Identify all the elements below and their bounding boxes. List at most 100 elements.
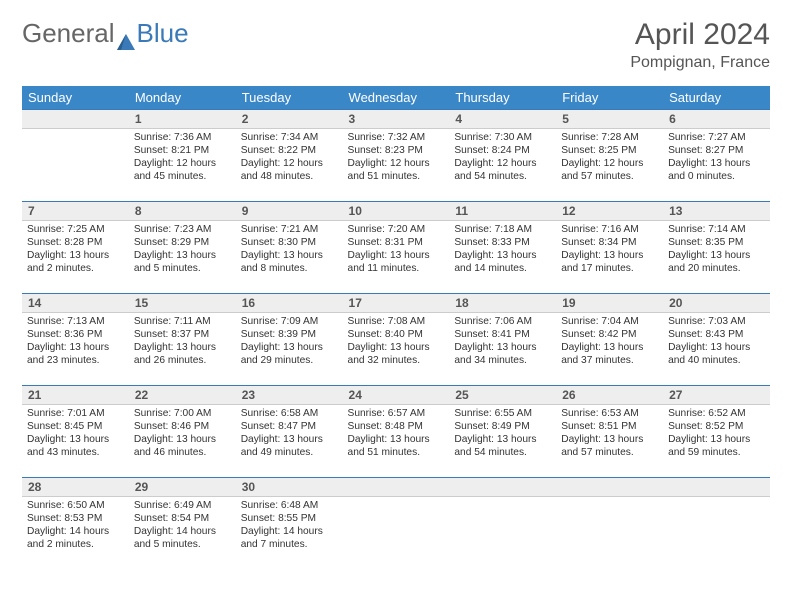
day-info: Sunrise: 6:58 AMSunset: 8:47 PMDaylight:…: [236, 405, 343, 459]
logo-text-2: Blue: [137, 18, 189, 49]
logo-text-1: General: [22, 18, 115, 49]
day-info: Sunrise: 6:49 AMSunset: 8:54 PMDaylight:…: [129, 497, 236, 551]
day-cell: 7Sunrise: 7:25 AMSunset: 8:28 PMDaylight…: [22, 201, 129, 293]
day-cell: 3Sunrise: 7:32 AMSunset: 8:23 PMDaylight…: [343, 109, 450, 201]
day-cell: 22Sunrise: 7:00 AMSunset: 8:46 PMDayligh…: [129, 385, 236, 477]
day-cell: 4Sunrise: 7:30 AMSunset: 8:24 PMDaylight…: [449, 109, 556, 201]
day-info: Sunrise: 7:06 AMSunset: 8:41 PMDaylight:…: [449, 313, 556, 367]
logo: General Blue: [22, 18, 189, 49]
day-info: Sunrise: 7:34 AMSunset: 8:22 PMDaylight:…: [236, 129, 343, 183]
day-info: Sunrise: 7:23 AMSunset: 8:29 PMDaylight:…: [129, 221, 236, 275]
day-number: 3: [343, 110, 450, 128]
day-cell: 25Sunrise: 6:55 AMSunset: 8:49 PMDayligh…: [449, 385, 556, 477]
day-info: Sunrise: 6:55 AMSunset: 8:49 PMDaylight:…: [449, 405, 556, 459]
day-info: Sunrise: 7:21 AMSunset: 8:30 PMDaylight:…: [236, 221, 343, 275]
day-number: 26: [556, 386, 663, 404]
day-number: 13: [663, 202, 770, 220]
day-number: [663, 478, 770, 496]
logo-icon: [117, 26, 135, 42]
day-cell: 15Sunrise: 7:11 AMSunset: 8:37 PMDayligh…: [129, 293, 236, 385]
day-number: 29: [129, 478, 236, 496]
day-header: Wednesday: [343, 86, 450, 109]
day-cell: 12Sunrise: 7:16 AMSunset: 8:34 PMDayligh…: [556, 201, 663, 293]
day-info: Sunrise: 6:53 AMSunset: 8:51 PMDaylight:…: [556, 405, 663, 459]
day-cell: 27Sunrise: 6:52 AMSunset: 8:52 PMDayligh…: [663, 385, 770, 477]
day-number: 20: [663, 294, 770, 312]
day-cell: 5Sunrise: 7:28 AMSunset: 8:25 PMDaylight…: [556, 109, 663, 201]
day-cell: 9Sunrise: 7:21 AMSunset: 8:30 PMDaylight…: [236, 201, 343, 293]
day-number: 15: [129, 294, 236, 312]
day-number: 12: [556, 202, 663, 220]
day-number: 25: [449, 386, 556, 404]
day-info: Sunrise: 7:30 AMSunset: 8:24 PMDaylight:…: [449, 129, 556, 183]
day-header: Monday: [129, 86, 236, 109]
day-info: Sunrise: 7:32 AMSunset: 8:23 PMDaylight:…: [343, 129, 450, 183]
day-info: Sunrise: 7:27 AMSunset: 8:27 PMDaylight:…: [663, 129, 770, 183]
day-cell: 30Sunrise: 6:48 AMSunset: 8:55 PMDayligh…: [236, 477, 343, 569]
day-number: 5: [556, 110, 663, 128]
day-info: Sunrise: 7:28 AMSunset: 8:25 PMDaylight:…: [556, 129, 663, 183]
day-info: Sunrise: 7:20 AMSunset: 8:31 PMDaylight:…: [343, 221, 450, 275]
day-cell: 13Sunrise: 7:14 AMSunset: 8:35 PMDayligh…: [663, 201, 770, 293]
day-number: [556, 478, 663, 496]
day-number: 16: [236, 294, 343, 312]
calendar: SundayMondayTuesdayWednesdayThursdayFrid…: [22, 86, 770, 569]
day-header: Tuesday: [236, 86, 343, 109]
day-number: 8: [129, 202, 236, 220]
day-number: 21: [22, 386, 129, 404]
day-info: Sunrise: 7:00 AMSunset: 8:46 PMDaylight:…: [129, 405, 236, 459]
day-number: 2: [236, 110, 343, 128]
week-row: 14Sunrise: 7:13 AMSunset: 8:36 PMDayligh…: [22, 293, 770, 385]
day-number: 30: [236, 478, 343, 496]
empty-cell: [449, 477, 556, 569]
day-number: 1: [129, 110, 236, 128]
day-cell: 23Sunrise: 6:58 AMSunset: 8:47 PMDayligh…: [236, 385, 343, 477]
day-cell: 11Sunrise: 7:18 AMSunset: 8:33 PMDayligh…: [449, 201, 556, 293]
day-number: [449, 478, 556, 496]
day-info: Sunrise: 6:48 AMSunset: 8:55 PMDaylight:…: [236, 497, 343, 551]
day-cell: 26Sunrise: 6:53 AMSunset: 8:51 PMDayligh…: [556, 385, 663, 477]
day-number: 9: [236, 202, 343, 220]
day-info: Sunrise: 7:03 AMSunset: 8:43 PMDaylight:…: [663, 313, 770, 367]
day-cell: 21Sunrise: 7:01 AMSunset: 8:45 PMDayligh…: [22, 385, 129, 477]
day-number: 7: [22, 202, 129, 220]
week-row: 21Sunrise: 7:01 AMSunset: 8:45 PMDayligh…: [22, 385, 770, 477]
day-cell: 8Sunrise: 7:23 AMSunset: 8:29 PMDaylight…: [129, 201, 236, 293]
day-header: Saturday: [663, 86, 770, 109]
day-info: Sunrise: 7:18 AMSunset: 8:33 PMDaylight:…: [449, 221, 556, 275]
day-number: 28: [22, 478, 129, 496]
day-cell: 24Sunrise: 6:57 AMSunset: 8:48 PMDayligh…: [343, 385, 450, 477]
day-info: Sunrise: 7:01 AMSunset: 8:45 PMDaylight:…: [22, 405, 129, 459]
day-cell: 18Sunrise: 7:06 AMSunset: 8:41 PMDayligh…: [449, 293, 556, 385]
day-cell: 14Sunrise: 7:13 AMSunset: 8:36 PMDayligh…: [22, 293, 129, 385]
day-header: Sunday: [22, 86, 129, 109]
day-cell: 10Sunrise: 7:20 AMSunset: 8:31 PMDayligh…: [343, 201, 450, 293]
day-number: [343, 478, 450, 496]
day-cell: 28Sunrise: 6:50 AMSunset: 8:53 PMDayligh…: [22, 477, 129, 569]
empty-cell: [22, 109, 129, 201]
empty-cell: [556, 477, 663, 569]
day-header-row: SundayMondayTuesdayWednesdayThursdayFrid…: [22, 86, 770, 109]
day-header: Thursday: [449, 86, 556, 109]
day-info: Sunrise: 7:04 AMSunset: 8:42 PMDaylight:…: [556, 313, 663, 367]
day-info: Sunrise: 7:14 AMSunset: 8:35 PMDaylight:…: [663, 221, 770, 275]
day-header: Friday: [556, 86, 663, 109]
week-row: 7Sunrise: 7:25 AMSunset: 8:28 PMDaylight…: [22, 201, 770, 293]
week-row: 1Sunrise: 7:36 AMSunset: 8:21 PMDaylight…: [22, 109, 770, 201]
day-info: Sunrise: 7:25 AMSunset: 8:28 PMDaylight:…: [22, 221, 129, 275]
day-number: 22: [129, 386, 236, 404]
empty-cell: [663, 477, 770, 569]
day-cell: 6Sunrise: 7:27 AMSunset: 8:27 PMDaylight…: [663, 109, 770, 201]
day-cell: 1Sunrise: 7:36 AMSunset: 8:21 PMDaylight…: [129, 109, 236, 201]
week-row: 28Sunrise: 6:50 AMSunset: 8:53 PMDayligh…: [22, 477, 770, 569]
day-info: Sunrise: 7:08 AMSunset: 8:40 PMDaylight:…: [343, 313, 450, 367]
day-cell: 17Sunrise: 7:08 AMSunset: 8:40 PMDayligh…: [343, 293, 450, 385]
day-number: 11: [449, 202, 556, 220]
day-cell: 29Sunrise: 6:49 AMSunset: 8:54 PMDayligh…: [129, 477, 236, 569]
day-number: 10: [343, 202, 450, 220]
empty-cell: [343, 477, 450, 569]
location: Pompignan, France: [630, 54, 770, 72]
day-info: Sunrise: 6:57 AMSunset: 8:48 PMDaylight:…: [343, 405, 450, 459]
day-cell: 2Sunrise: 7:34 AMSunset: 8:22 PMDaylight…: [236, 109, 343, 201]
day-cell: 20Sunrise: 7:03 AMSunset: 8:43 PMDayligh…: [663, 293, 770, 385]
